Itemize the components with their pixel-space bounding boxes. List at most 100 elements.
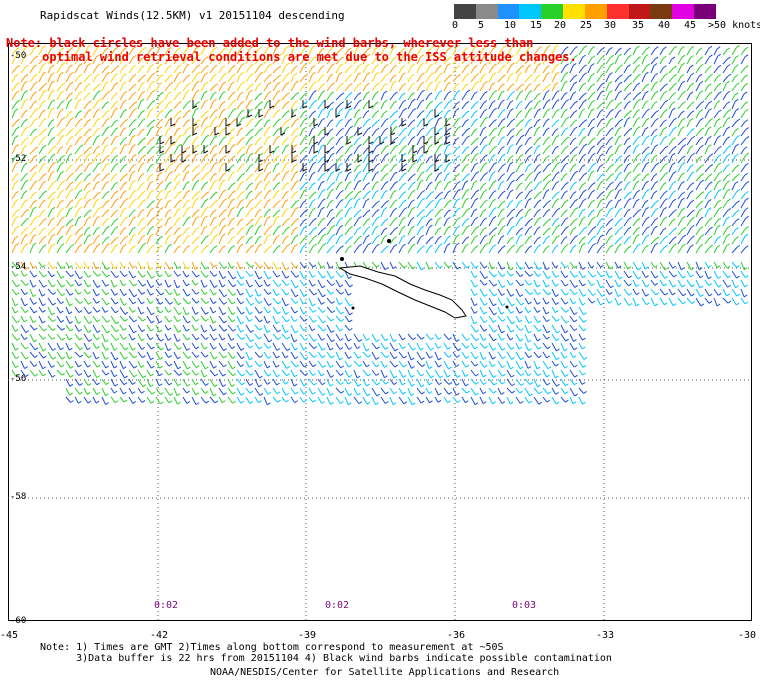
wind-barb [605, 297, 613, 304]
wind-barb [641, 135, 650, 146]
wind-barb [182, 234, 191, 245]
wind-barb [164, 288, 173, 296]
wind-barb [290, 279, 299, 289]
wind-barb [110, 333, 120, 341]
wind-barb [308, 56, 317, 65]
wind-barb [344, 236, 354, 245]
wind-barb [344, 83, 353, 92]
contaminated-barb [368, 163, 374, 172]
wind-barb [407, 261, 416, 270]
wind-barb [731, 143, 739, 155]
wind-barb [245, 236, 253, 245]
wind-barb [38, 118, 47, 128]
wind-barb [20, 333, 28, 340]
wind-barb [128, 315, 138, 323]
wind-barb [380, 206, 388, 218]
wind-barb [299, 360, 308, 368]
wind-barb [497, 118, 506, 128]
wind-barb [686, 145, 694, 155]
wind-barb [551, 378, 560, 387]
wind-barb [686, 199, 695, 209]
wind-barb [245, 163, 254, 173]
wind-barb [47, 72, 55, 83]
wind-barb [263, 396, 271, 406]
wind-barb [470, 351, 479, 360]
wind-barb [254, 92, 263, 101]
wind-barb [56, 90, 65, 101]
wind-barb [443, 180, 452, 191]
wind-barb [83, 333, 93, 342]
wind-barb [65, 135, 74, 146]
wind-barb [335, 369, 344, 376]
wind-barb [344, 324, 353, 331]
wind-barb [380, 117, 389, 128]
legend-label: >50 knots [708, 20, 760, 31]
wind-barb [605, 189, 614, 200]
wind-barb [443, 109, 451, 119]
wind-barb [344, 387, 353, 397]
wind-barb [326, 216, 335, 227]
wind-barb [236, 378, 245, 386]
wind-barb [308, 360, 317, 368]
wind-barb [434, 378, 443, 386]
wind-barb [236, 235, 245, 245]
wind-barb [317, 369, 325, 377]
wind-barb [74, 82, 83, 92]
wind-barb [20, 98, 29, 110]
wind-barb [254, 378, 262, 388]
wind-barb [533, 74, 541, 83]
wind-barb [236, 137, 245, 146]
wind-barb [92, 135, 100, 146]
wind-barb [56, 47, 65, 56]
wind-barb [344, 107, 353, 119]
contaminated-barb [225, 118, 231, 127]
wind-barb [227, 306, 236, 316]
wind-barb [479, 288, 488, 297]
wind-barb [326, 270, 335, 279]
wind-barb [47, 306, 56, 316]
wind-barb [47, 261, 57, 270]
wind-barb [47, 227, 56, 236]
wind-barb [677, 226, 687, 236]
wind-barb [713, 288, 722, 296]
wind-barb [389, 74, 397, 83]
wind-barb [524, 154, 532, 164]
wind-barb [515, 396, 524, 404]
wind-barb [569, 226, 577, 236]
wind-barb [236, 324, 245, 333]
contaminated-barb [335, 163, 341, 172]
wind-barb [497, 108, 506, 119]
wind-barb [83, 234, 91, 245]
wind-barb [713, 170, 723, 182]
wind-barb [578, 45, 588, 56]
wind-barb [407, 243, 416, 254]
wind-barb [200, 261, 209, 270]
wind-barb [416, 72, 425, 83]
wind-barb [326, 152, 335, 164]
wind-barb [380, 333, 389, 342]
wind-barb [344, 181, 352, 191]
wind-barb [470, 152, 479, 164]
wind-barb [245, 297, 255, 306]
wind-barb [290, 387, 299, 395]
wind-barb [533, 324, 542, 332]
wind-barb [731, 173, 741, 182]
wind-barb [137, 46, 147, 56]
wind-barb [470, 101, 479, 110]
wind-barb [245, 135, 254, 146]
wind-barb [20, 126, 29, 137]
lat-label: -52 [10, 154, 27, 164]
wind-barb [155, 261, 163, 269]
wind-barb [65, 199, 74, 209]
wind-barb [407, 360, 415, 369]
wind-barb [119, 198, 129, 209]
wind-barb [56, 162, 64, 173]
wind-barb [326, 224, 336, 236]
wind-barb [29, 226, 37, 236]
wind-barb [65, 117, 74, 128]
wind-barb [344, 315, 353, 323]
wind-barb [200, 315, 209, 322]
wind-barb [263, 73, 272, 83]
wind-barb [317, 74, 325, 83]
wind-barb [272, 190, 280, 200]
